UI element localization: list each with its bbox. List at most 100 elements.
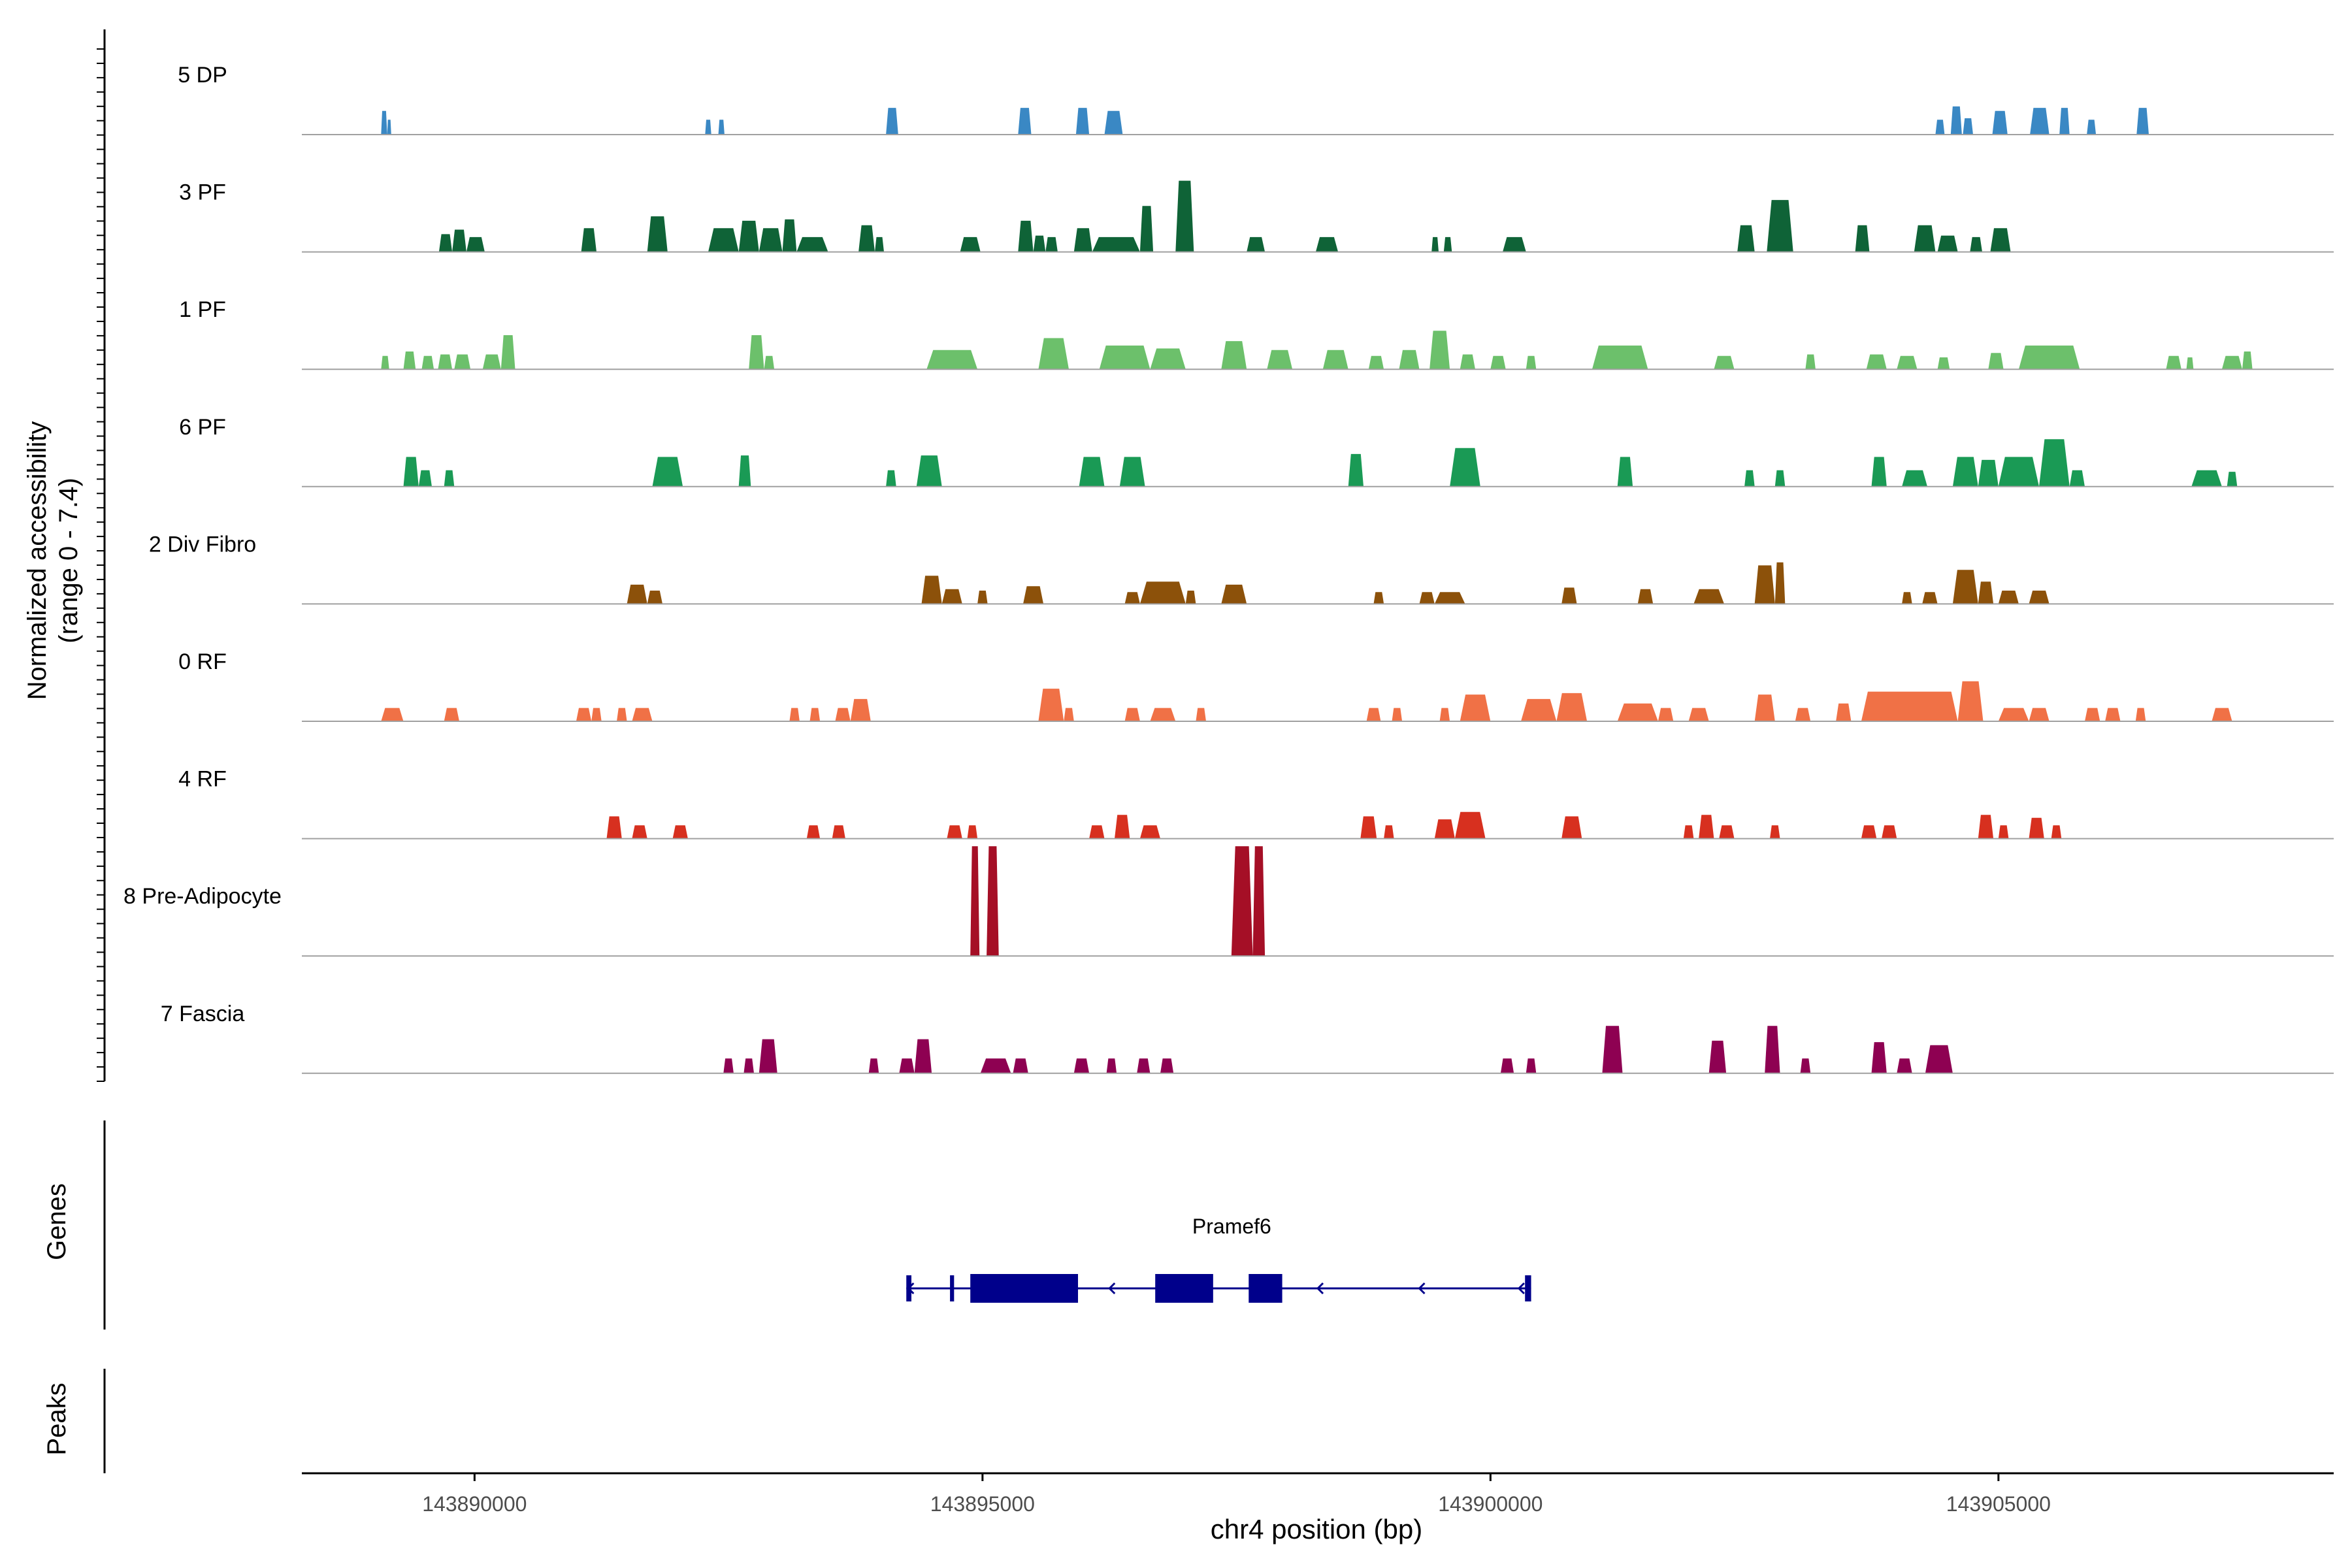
coverage-peak xyxy=(438,354,453,370)
coverage-peak xyxy=(1714,355,1735,370)
coverage-peak xyxy=(1373,592,1384,604)
coverage-peak xyxy=(1526,1058,1537,1073)
coverage-peak xyxy=(1767,200,1793,252)
coverage-tracks: 5 DP 3 PF 1 PF 6 PF 2 Div Fibro 0 RF 4 RF 8 Pre… xyxy=(123,63,2334,1074)
strand-arrow-icon xyxy=(1108,1282,1116,1295)
coverage-peak xyxy=(743,1058,754,1073)
coverage-peak xyxy=(1231,846,1253,956)
coverage-peak xyxy=(1018,108,1032,135)
coverage-peak xyxy=(2085,708,2100,721)
coverage-peak xyxy=(759,1039,777,1073)
coverage-peak xyxy=(1708,1040,1727,1073)
coverage-peak xyxy=(2059,108,2070,135)
coverage-peak xyxy=(418,470,432,487)
coverage-peak xyxy=(652,457,683,487)
coverage-peak xyxy=(1754,565,1775,604)
coverage-peak xyxy=(1368,355,1384,370)
coverage-peak xyxy=(1124,592,1140,604)
coverage-peak xyxy=(1064,708,1074,721)
coverage-peak xyxy=(764,355,775,370)
coverage-peak xyxy=(850,698,871,721)
x-tick-label: 143895000 xyxy=(930,1492,1035,1516)
coverage-peak xyxy=(2136,108,2149,135)
coverage-peak xyxy=(1683,825,1694,839)
track-0-rf: 0 RF xyxy=(178,649,2334,722)
y-axis xyxy=(97,29,106,1082)
coverage-peak xyxy=(1392,708,1403,721)
coverage-peak xyxy=(1556,693,1588,721)
coverage-peak xyxy=(2029,591,2050,604)
track-5-dp: 5 DP xyxy=(178,63,2334,135)
coverage-peak xyxy=(1196,708,1206,721)
coverage-peak xyxy=(708,228,739,252)
coverage-peak xyxy=(1855,225,1870,252)
coverage-peak xyxy=(2135,708,2146,721)
gene-panel: Pramef6 xyxy=(103,1120,1531,1330)
coverage-peak xyxy=(1092,237,1140,252)
coverage-peak xyxy=(1937,357,1950,370)
coverage-peak xyxy=(2186,357,2194,370)
coverage-peak xyxy=(1038,338,1069,370)
coverage-peak xyxy=(1897,355,1918,370)
track-6-pf: 6 PF xyxy=(179,415,2334,487)
coverage-peak xyxy=(2069,470,2085,487)
coverage-peak xyxy=(1119,457,1145,487)
x-tick-label: 143905000 xyxy=(1946,1492,2051,1516)
track-4-rf: 4 RF xyxy=(178,767,2334,840)
coverage-peak xyxy=(1322,350,1348,370)
gene-exon xyxy=(1249,1274,1282,1303)
coverage-peak xyxy=(632,825,647,839)
coverage-peak xyxy=(916,455,942,487)
coverage-peak xyxy=(1033,235,1046,252)
coverage-peak xyxy=(1160,1058,1174,1073)
coverage-peak xyxy=(1366,708,1381,721)
track-label: 8 Pre-Adipocyte xyxy=(123,884,282,909)
peaks-panel-label: Peaks xyxy=(42,1382,71,1455)
coverage-peak xyxy=(381,110,387,135)
coverage-peak xyxy=(1861,691,1958,721)
coverage-peak xyxy=(387,120,391,135)
coverage-peak xyxy=(1521,698,1557,721)
gene-name: Pramef6 xyxy=(1192,1215,1271,1238)
coverage-peak xyxy=(606,816,622,839)
coverage-peak xyxy=(868,1058,879,1073)
coverage-peak xyxy=(980,1058,1011,1073)
coverage-peak xyxy=(1754,694,1775,721)
coverage-peak xyxy=(1526,355,1537,370)
coverage-peak xyxy=(1150,348,1186,370)
coverage-peak xyxy=(1774,470,1786,487)
coverage-peak xyxy=(1175,180,1194,252)
coverage-peak xyxy=(2039,439,2070,487)
coverage-peak xyxy=(1925,1045,1953,1073)
coverage-peak xyxy=(381,355,389,370)
coverage-peak xyxy=(1737,225,1755,252)
coverage-peak xyxy=(1104,110,1123,135)
coverage-peak xyxy=(809,708,821,721)
coverage-peak xyxy=(1079,457,1105,487)
coverage-peak xyxy=(759,228,783,252)
track-1-pf: 1 PF xyxy=(179,297,2334,370)
track-label: 7 Fascia xyxy=(161,1002,245,1026)
coverage-peak xyxy=(444,708,459,721)
coverage-peak xyxy=(444,470,455,487)
coverage-peak xyxy=(1490,355,1506,370)
coverage-peak xyxy=(1952,570,1978,604)
coverage-peak xyxy=(1699,815,1714,839)
coverage-peak xyxy=(1770,825,1780,839)
coverage-peak xyxy=(1419,592,1435,604)
coverage-peak xyxy=(1315,237,1339,252)
x-axis: 143890000 143895000 143900000 143905000 xyxy=(302,1472,2334,1516)
coverage-peak xyxy=(1765,1026,1780,1073)
coverage-peak xyxy=(1836,703,1852,721)
coverage-peak xyxy=(941,589,962,604)
coverage-peak xyxy=(1038,689,1064,721)
coverage-peak xyxy=(1434,819,1455,839)
coverage-peak xyxy=(738,220,759,252)
coverage-peak xyxy=(1902,592,1912,604)
coverage-peak xyxy=(2018,345,2080,370)
coverage-peak xyxy=(1434,592,1465,604)
coverage-peak xyxy=(1500,1058,1514,1073)
coverage-peak xyxy=(1978,459,1999,487)
coverage-peak xyxy=(403,457,419,487)
track-8-pre-adipocyte: 8 Pre-Adipocyte xyxy=(123,846,2334,957)
